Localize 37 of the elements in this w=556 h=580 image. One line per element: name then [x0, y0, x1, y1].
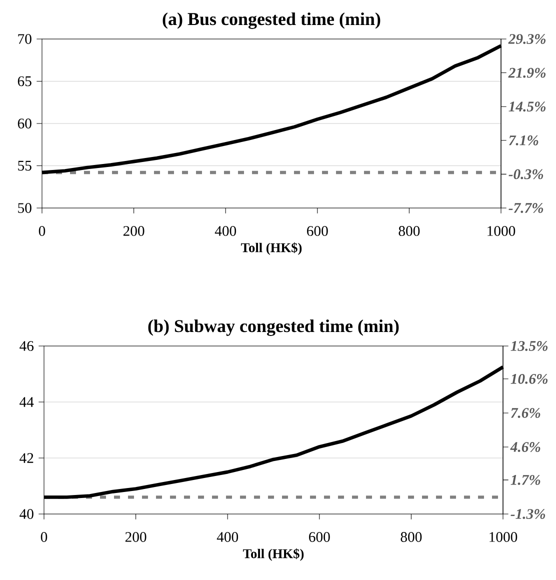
y2-tick-label: 1.7% — [510, 474, 540, 485]
x-tick-label: 1000 — [490, 532, 518, 542]
y-tick-label: 50 — [18, 203, 32, 213]
y2-tick-label: 14.5% — [508, 102, 546, 112]
x-tick-label: 0 — [38, 226, 46, 236]
y2-tick-label: 7.6% — [510, 408, 540, 418]
y2-tick-label: 10.6% — [510, 374, 548, 384]
x-tick-label: 600 — [309, 532, 330, 542]
y-tick-label: 55 — [18, 160, 32, 171]
y2-tick-label: 29.3% — [508, 34, 546, 44]
y-tick-label: 65 — [18, 76, 32, 86]
x-tick-label: 800 — [398, 226, 420, 236]
y2-tick-label: -7.7% — [508, 203, 544, 213]
x-tick-label: 400 — [216, 532, 238, 542]
chart-title: (b) Subway congested time (min) — [148, 320, 399, 336]
x-tick-label: 1000 — [488, 226, 516, 236]
y-tick-label: 46 — [20, 341, 34, 351]
y-tick-label: 70 — [18, 34, 32, 44]
y2-tick-label: 7.1% — [508, 135, 538, 146]
x-tick-label: 600 — [307, 226, 328, 236]
x-tick-label: 200 — [125, 532, 146, 542]
x-tick-label: 800 — [400, 532, 422, 542]
y-tick-label: 44 — [20, 397, 34, 407]
x-axis-title: Toll (HK$) — [243, 548, 304, 561]
y-tick-label: 40 — [20, 509, 34, 519]
y-tick-label: 60 — [18, 118, 32, 128]
x-tick-label: 200 — [123, 226, 144, 236]
y2-tick-label: 21.9% — [508, 68, 546, 78]
x-tick-label: 400 — [214, 226, 236, 236]
y2-tick-label: -0.3% — [508, 169, 544, 180]
y2-tick-label: -1.3% — [510, 509, 546, 519]
y-tick-label: 42 — [20, 453, 34, 463]
y2-tick-label: 4.6% — [510, 442, 540, 452]
x-axis-title: Toll (HK$) — [241, 242, 302, 255]
y2-tick-label: 13.5% — [510, 341, 548, 351]
chart-title: (a) Bus congested time (min) — [162, 12, 380, 29]
x-tick-label: 0 — [40, 532, 48, 542]
